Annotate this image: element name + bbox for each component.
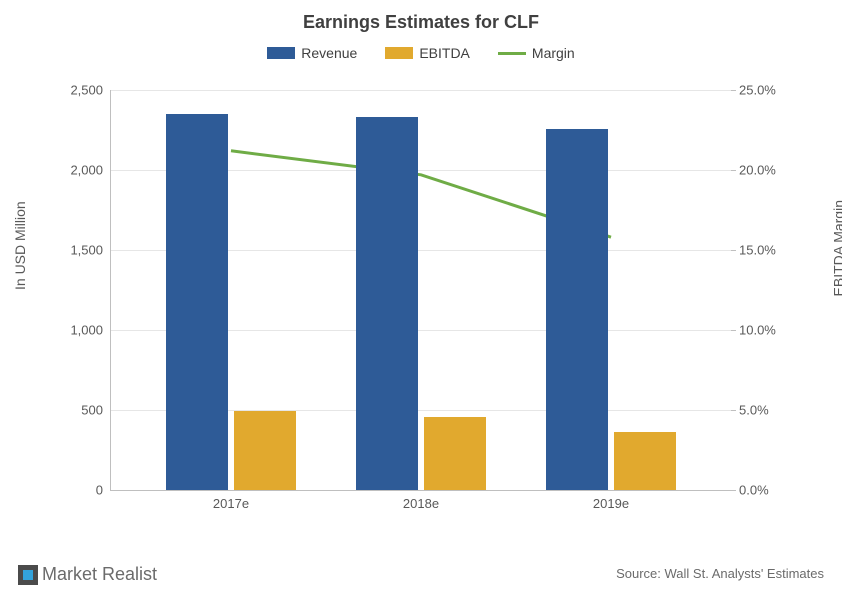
revenue-bar (356, 117, 418, 490)
chart-container: Earnings Estimates for CLF Revenue EBITD… (0, 0, 842, 599)
logo-icon (18, 565, 38, 585)
legend-label-revenue: Revenue (301, 45, 357, 61)
y-left-tick-label: 1,500 (43, 243, 103, 258)
x-axis-label: 2018e (403, 496, 439, 511)
legend-swatch-revenue (267, 47, 295, 59)
legend-label-ebitda: EBITDA (419, 45, 470, 61)
y-right-tick-label: 20.0% (739, 163, 799, 178)
logo: Market Realist (18, 564, 157, 585)
y-right-tick (731, 490, 736, 491)
legend-item-ebitda: EBITDA (385, 45, 470, 61)
logo-text: Market Realist (42, 564, 157, 585)
y-left-tick-label: 2,000 (43, 163, 103, 178)
revenue-bar (546, 129, 608, 490)
legend-item-margin: Margin (498, 45, 575, 61)
plot-area: 05001,0001,5002,0002,5000.0%5.0%10.0%15.… (110, 90, 731, 491)
legend-label-margin: Margin (532, 45, 575, 61)
y-right-tick-label: 25.0% (739, 83, 799, 98)
y-right-tick-label: 0.0% (739, 483, 799, 498)
y-right-tick-label: 5.0% (739, 403, 799, 418)
legend-swatch-margin (498, 52, 526, 55)
y-right-tick-label: 15.0% (739, 243, 799, 258)
y-right-tick (731, 250, 736, 251)
y-right-tick (731, 90, 736, 91)
x-axis-label: 2017e (213, 496, 249, 511)
ebitda-bar (234, 411, 296, 490)
y-left-tick-label: 1,000 (43, 323, 103, 338)
source-text: Source: Wall St. Analysts' Estimates (616, 566, 824, 581)
legend-swatch-ebitda (385, 47, 413, 59)
y-left-tick-label: 2,500 (43, 83, 103, 98)
y-right-axis-title: EBITDA Margin (830, 200, 842, 296)
y-right-tick (731, 410, 736, 411)
y-left-tick-label: 0 (43, 483, 103, 498)
y-left-tick-label: 500 (43, 403, 103, 418)
y-right-tick (731, 170, 736, 171)
y-left-axis-title: In USD Million (12, 201, 28, 290)
ebitda-bar (614, 432, 676, 490)
chart-legend: Revenue EBITDA Margin (0, 45, 842, 61)
revenue-bar (166, 114, 228, 490)
x-axis-label: 2019e (593, 496, 629, 511)
ebitda-bar (424, 417, 486, 490)
gridline (111, 90, 731, 91)
chart-title: Earnings Estimates for CLF (0, 0, 842, 33)
legend-item-revenue: Revenue (267, 45, 357, 61)
y-right-tick (731, 330, 736, 331)
y-right-tick-label: 10.0% (739, 323, 799, 338)
